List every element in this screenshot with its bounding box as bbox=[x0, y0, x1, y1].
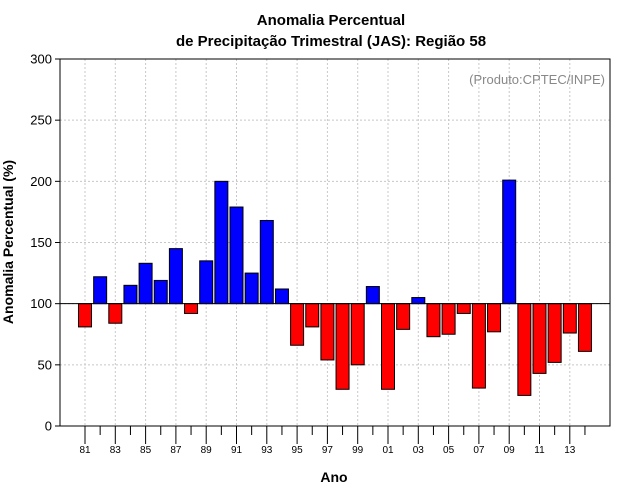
bar-83 bbox=[108, 303, 123, 324]
x-tick-label: 81 bbox=[79, 445, 91, 456]
bar-92 bbox=[244, 272, 259, 305]
bar-00 bbox=[365, 286, 380, 305]
bar-87 bbox=[168, 248, 183, 305]
x-tick-label: 95 bbox=[292, 445, 304, 456]
x-tick-label: 83 bbox=[110, 445, 122, 456]
y-tick-label: 100 bbox=[30, 296, 52, 311]
x-tick-label: 97 bbox=[322, 445, 334, 456]
bar-91 bbox=[229, 206, 244, 305]
y-tick-label: 200 bbox=[30, 174, 52, 189]
x-tick-label: 89 bbox=[201, 445, 213, 456]
bar-04 bbox=[426, 303, 441, 338]
x-tick-label: 09 bbox=[504, 445, 516, 456]
x-tick-label: 07 bbox=[473, 445, 485, 456]
bar-98 bbox=[335, 303, 350, 390]
bar-12 bbox=[547, 303, 562, 363]
y-tick-label: 50 bbox=[38, 357, 52, 372]
x-tick-label: 99 bbox=[352, 445, 364, 456]
bar-82 bbox=[93, 276, 108, 305]
bar-05 bbox=[441, 303, 456, 335]
bar-11 bbox=[532, 303, 547, 374]
x-tick-label: 13 bbox=[564, 445, 576, 456]
credit-label: (Produto:CPTEC/INPE) bbox=[469, 72, 605, 87]
x-tick-label: 01 bbox=[382, 445, 394, 456]
bar-13 bbox=[562, 303, 577, 334]
x-tick-label: 91 bbox=[231, 445, 243, 456]
chart-title: Anomalia Percentual bbox=[257, 12, 405, 29]
y-axis-ticks: 0 50 100 150 200 250 300 bbox=[30, 52, 60, 434]
bar-14 bbox=[577, 303, 592, 352]
chart-subtitle: de Precipitação Trimestral (JAS): Região… bbox=[176, 33, 486, 50]
bar-89 bbox=[199, 260, 214, 305]
bar-02 bbox=[396, 303, 411, 330]
y-axis-title: Anomalia Percentual (%) bbox=[0, 160, 16, 324]
x-tick-label: 85 bbox=[140, 445, 152, 456]
bars-group bbox=[78, 179, 592, 396]
x-tick-label: 11 bbox=[534, 445, 545, 456]
bar-99 bbox=[350, 303, 365, 366]
x-tick-label: 05 bbox=[443, 445, 455, 456]
bar-88 bbox=[184, 303, 199, 314]
bar-95 bbox=[290, 303, 305, 346]
bar-86 bbox=[153, 279, 168, 305]
bar-10 bbox=[517, 303, 532, 396]
bar-90 bbox=[214, 180, 229, 305]
bar-81 bbox=[78, 303, 92, 328]
bar-09 bbox=[502, 179, 517, 305]
bar-94 bbox=[274, 288, 289, 305]
bar-84 bbox=[123, 284, 138, 305]
bar-07 bbox=[471, 303, 486, 389]
y-tick-label: 300 bbox=[30, 52, 52, 67]
bar-85 bbox=[138, 262, 153, 305]
bar-08 bbox=[487, 303, 502, 333]
y-tick-label: 250 bbox=[30, 113, 52, 128]
bar-97 bbox=[320, 303, 335, 361]
bar-96 bbox=[305, 303, 320, 328]
x-axis-title: Ano bbox=[320, 469, 347, 485]
x-tick-label: 93 bbox=[261, 445, 273, 456]
bar-06 bbox=[456, 303, 471, 314]
x-tick-label: 87 bbox=[170, 445, 182, 456]
bar-01 bbox=[381, 303, 395, 390]
y-tick-label: 0 bbox=[45, 419, 52, 434]
bar-93 bbox=[259, 219, 274, 305]
bar-03 bbox=[411, 297, 426, 305]
x-axis-ticks: 81 83 85 87 89 91 93 95 97 99 01 03 05 07 09 11 13 bbox=[79, 426, 586, 456]
y-tick-label: 150 bbox=[30, 235, 52, 250]
x-tick-label: 03 bbox=[413, 445, 425, 456]
